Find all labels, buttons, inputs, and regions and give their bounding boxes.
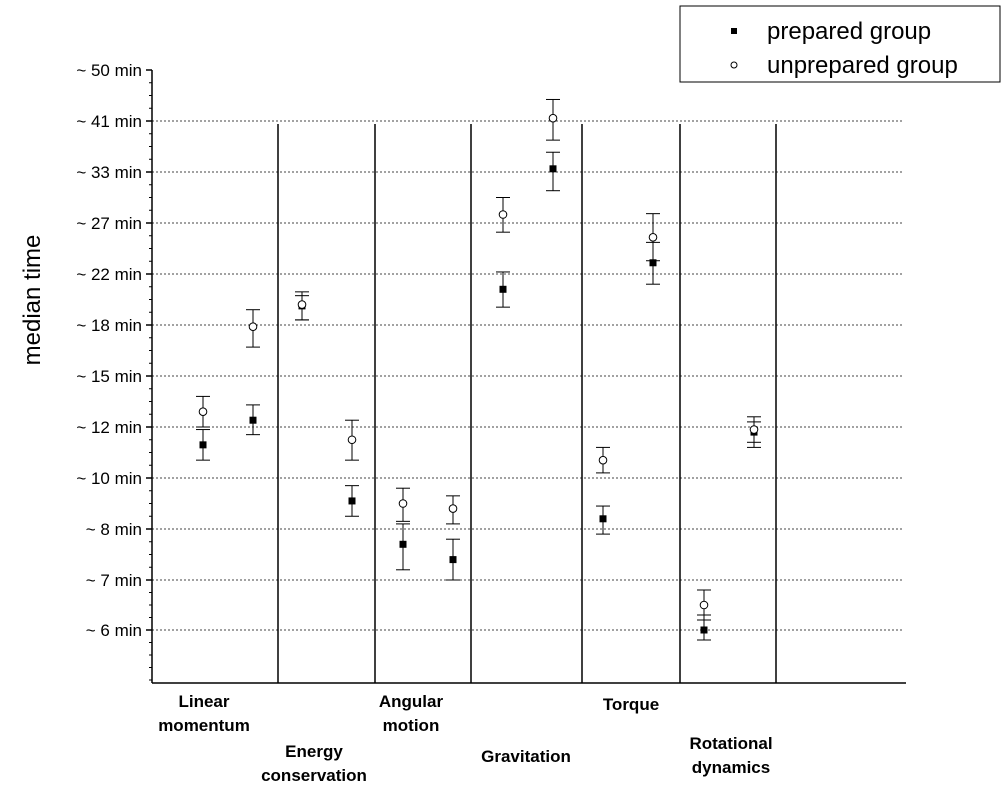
y-tick-label: ~ 15 min [76, 367, 142, 386]
circle-marker [749, 425, 759, 434]
y-tick-label: ~ 50 min [76, 61, 142, 80]
unprepared-point [446, 495, 460, 525]
y-tick-label: ~ 22 min [76, 265, 142, 284]
y-tick-label: ~ 41 min [76, 112, 142, 131]
category-separators [277, 124, 777, 683]
axis-labels: ~ 50 min ~ 41 min ~ 33 min ~ 27 min ~ 22 min… [19, 61, 773, 785]
prepared-point [396, 523, 410, 571]
unprepared-point [295, 291, 309, 321]
square-marker [649, 259, 657, 267]
square-marker [399, 540, 407, 548]
gridlines [152, 120, 902, 631]
circle-marker [548, 113, 558, 123]
circle-marker [648, 232, 658, 242]
square-marker [599, 515, 607, 523]
legend-box [679, 5, 1001, 83]
legend-circle-marker [730, 61, 738, 69]
prepared-point [246, 404, 260, 436]
circle-marker [598, 455, 608, 465]
circle-marker [448, 504, 458, 513]
prepared-point [345, 485, 359, 517]
legend-square-marker [731, 28, 737, 34]
circle-marker [297, 300, 307, 309]
category-label: conservation [261, 766, 367, 785]
y-tick-label: ~ 8 min [86, 520, 142, 539]
unprepared-point [396, 487, 410, 522]
unprepared-point [345, 419, 359, 461]
circle-marker [347, 435, 357, 445]
unprepared-point [246, 309, 260, 348]
axes [146, 69, 906, 684]
y-tick-label: ~ 6 min [86, 621, 142, 640]
square-marker [700, 626, 708, 634]
unprepared-point [646, 213, 660, 262]
square-marker [348, 497, 356, 505]
square-marker [499, 285, 507, 293]
circle-marker [699, 600, 709, 610]
prepared-point [446, 538, 460, 581]
prepared-point [496, 271, 510, 308]
legend-label-prepared: prepared group [767, 18, 931, 45]
legend: prepared group unprepared group [679, 5, 1001, 83]
category-label: motion [383, 716, 440, 735]
circle-marker [498, 210, 508, 219]
circle-marker [398, 499, 408, 508]
unprepared-point [697, 589, 711, 621]
prepared-point [196, 429, 210, 461]
unprepared-point [747, 416, 761, 448]
circle-marker [248, 322, 258, 332]
y-tick-label: ~ 12 min [76, 418, 142, 437]
category-label: momentum [158, 716, 250, 735]
unprepared-point [496, 197, 510, 233]
prepared-point [596, 505, 610, 535]
square-marker [549, 165, 557, 173]
prepared-point [546, 151, 560, 192]
category-label: Gravitation [481, 747, 571, 766]
category-label: Angular [379, 692, 444, 711]
legend-label-unprepared: unprepared group [767, 52, 958, 79]
category-label: Energy [285, 742, 343, 761]
category-label: Torque [603, 695, 659, 714]
y-tick-label: ~ 10 min [76, 469, 142, 488]
y-tick-label: ~ 7 min [86, 571, 142, 590]
y-tick-label: ~ 18 min [76, 316, 142, 335]
y-tick-label: ~ 27 min [76, 214, 142, 233]
square-marker [249, 416, 257, 424]
data-points [196, 98, 761, 641]
square-marker [449, 556, 457, 564]
unprepared-point [546, 98, 560, 141]
y-axis-label: median time [19, 235, 46, 366]
category-label: Rotational [689, 734, 772, 753]
circle-marker [198, 407, 208, 417]
unprepared-point [596, 446, 610, 474]
square-marker [199, 441, 207, 449]
unprepared-point [196, 395, 210, 428]
category-label: dynamics [692, 758, 770, 777]
category-label: Linear [178, 692, 229, 711]
y-tick-label: ~ 33 min [76, 163, 142, 182]
